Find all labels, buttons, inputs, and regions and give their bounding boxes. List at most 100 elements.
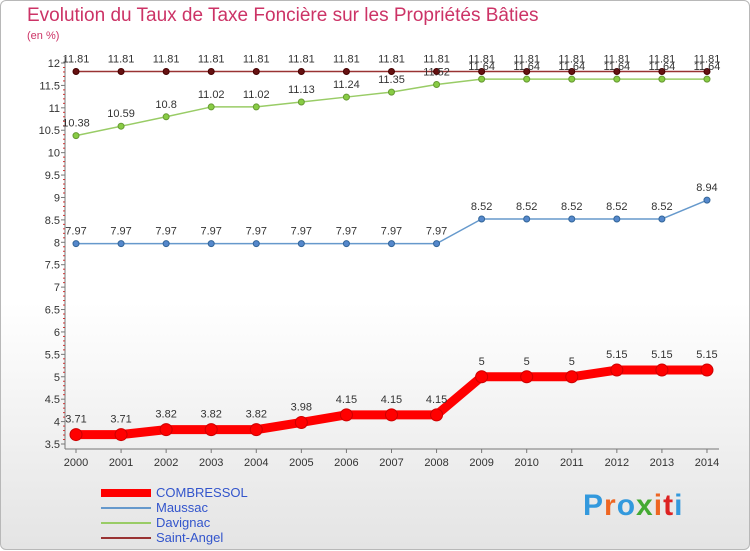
x-tick-label: 2002 <box>154 457 178 469</box>
data-label-saint-angel: 11.81 <box>288 54 315 66</box>
data-label-davignac: 10.59 <box>107 108 135 120</box>
data-point-davignac <box>703 75 711 83</box>
legend-label-combressol: COMBRESSOL <box>156 485 248 500</box>
y-tick-label: 5.5 <box>45 349 60 361</box>
x-tick-label: 2001 <box>109 457 133 469</box>
data-label-davignac: 11.64 <box>649 61 676 73</box>
data-point-maussac <box>568 215 576 223</box>
data-label-combressol: 5 <box>524 356 530 368</box>
data-label-saint-angel: 11.81 <box>153 54 180 66</box>
data-label-saint-angel: 11.81 <box>603 54 630 66</box>
data-point-saint-angel <box>433 68 441 76</box>
y-tick-label: 10.5 <box>39 125 60 137</box>
data-label-combressol: 4.15 <box>381 394 402 406</box>
logo-letter: r <box>604 489 617 522</box>
logo-letter: o <box>616 489 637 522</box>
data-point-combressol <box>69 428 83 442</box>
data-point-davignac <box>162 113 170 121</box>
data-point-combressol <box>384 408 398 422</box>
data-point-saint-angel <box>72 68 80 76</box>
data-label-saint-angel: 11.81 <box>468 54 495 66</box>
y-tick-label: 9 <box>54 192 60 204</box>
data-point-combressol <box>700 363 714 377</box>
data-point-saint-angel <box>568 68 576 76</box>
data-point-davignac <box>207 103 215 111</box>
data-point-combressol <box>339 408 353 422</box>
data-label-saint-angel: 11.81 <box>378 54 405 66</box>
y-tick-label: 3.5 <box>45 439 60 451</box>
data-point-davignac <box>613 75 621 83</box>
data-label-maussac: 8.94 <box>696 182 717 194</box>
legend-label-davignac: Davignac <box>156 515 211 530</box>
data-label-saint-angel: 11.81 <box>513 54 540 66</box>
data-point-saint-angel <box>478 68 486 76</box>
data-point-saint-angel <box>252 68 260 76</box>
x-tick-label: 2005 <box>289 457 313 469</box>
data-point-maussac <box>342 240 350 248</box>
data-label-davignac: 10.8 <box>155 99 176 111</box>
data-point-combressol <box>610 363 624 377</box>
y-tick-label: 10 <box>48 148 60 160</box>
y-tick-label: 4.5 <box>45 394 60 406</box>
proxiti-logo: Proxiti <box>583 489 683 523</box>
data-point-saint-angel <box>342 68 350 76</box>
x-tick-label: 2007 <box>379 457 403 469</box>
data-label-saint-angel: 11.81 <box>333 54 360 66</box>
data-point-saint-angel <box>613 68 621 76</box>
data-point-davignac <box>478 75 486 83</box>
data-label-combressol: 3.82 <box>155 409 176 421</box>
data-label-davignac: 11.02 <box>198 89 225 101</box>
data-label-davignac: 11.13 <box>288 84 315 96</box>
data-label-davignac: 11.64 <box>558 61 585 73</box>
x-tick-label: 2010 <box>514 457 538 469</box>
logo-letter: i <box>653 489 664 522</box>
x-tick-label: 2003 <box>199 457 223 469</box>
data-label-davignac: 11.02 <box>243 89 270 101</box>
data-label-davignac: 11.64 <box>468 61 495 73</box>
data-label-maussac: 7.97 <box>246 226 267 238</box>
data-point-saint-angel <box>523 68 531 76</box>
y-axis-unit-label: (en %) <box>27 30 60 42</box>
data-point-saint-angel <box>658 68 666 76</box>
data-label-combressol: 5.15 <box>696 349 717 361</box>
data-label-maussac: 7.97 <box>200 226 221 238</box>
y-tick-label: 6.5 <box>45 305 60 317</box>
data-point-davignac <box>72 132 80 140</box>
y-tick-label: 12 <box>48 58 60 70</box>
data-point-davignac <box>297 98 305 106</box>
data-point-saint-angel <box>703 68 711 76</box>
y-tick-label: 11.5 <box>39 80 60 92</box>
data-point-davignac <box>342 93 350 101</box>
data-label-combressol: 5.15 <box>651 349 672 361</box>
data-label-combressol: 5 <box>569 356 575 368</box>
x-tick-label: 2013 <box>650 457 674 469</box>
data-point-combressol <box>204 423 218 437</box>
data-label-davignac: 11.52 <box>423 67 450 79</box>
chart-title: Evolution du Taux de Taxe Foncière sur l… <box>27 5 539 26</box>
data-point-davignac <box>387 88 395 96</box>
data-label-davignac: 11.24 <box>333 79 360 91</box>
data-label-combressol: 3.98 <box>291 401 312 413</box>
data-point-combressol <box>565 370 579 384</box>
data-label-maussac: 7.97 <box>65 226 86 238</box>
data-label-saint-angel: 11.81 <box>694 54 721 66</box>
data-point-davignac <box>568 75 576 83</box>
data-label-maussac: 8.52 <box>471 201 492 213</box>
data-label-maussac: 8.52 <box>516 201 537 213</box>
data-label-saint-angel: 11.81 <box>198 54 225 66</box>
data-label-saint-angel: 11.81 <box>108 54 135 66</box>
legend-label-maussac: Maussac <box>156 500 209 515</box>
data-point-maussac <box>117 240 125 248</box>
x-tick-label: 2004 <box>244 457 268 469</box>
y-tick-label: 4 <box>54 417 60 429</box>
data-point-maussac <box>72 240 80 248</box>
data-label-maussac: 7.97 <box>110 226 131 238</box>
y-tick-label: 5 <box>54 372 60 384</box>
x-tick-label: 2000 <box>64 457 88 469</box>
legend-label-saint-angel: Saint-Angel <box>156 530 224 545</box>
data-label-maussac: 7.97 <box>291 226 312 238</box>
data-point-davignac <box>252 103 260 111</box>
data-label-saint-angel: 11.81 <box>243 54 270 66</box>
data-label-davignac: 10.38 <box>62 118 90 130</box>
